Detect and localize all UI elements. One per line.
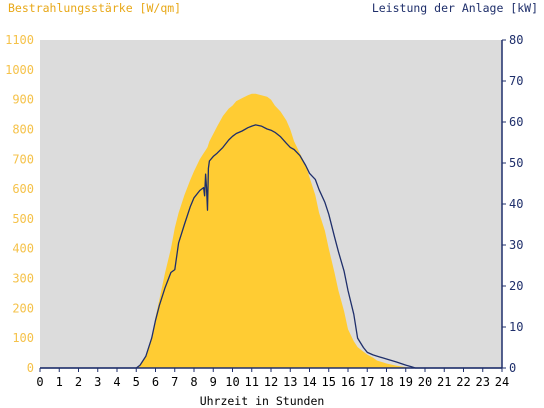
y-left-tick-label: 600 [12,182,34,196]
x-tick-label: 18 [379,375,393,389]
y-left-tick-label: 100 [12,331,34,345]
x-tick-label: 7 [171,375,178,389]
irradiance-area-series [40,93,502,368]
y-left-tick-label: 800 [12,122,34,136]
y-right-tick-label: 10 [509,320,523,334]
x-tick-label: 16 [341,375,355,389]
x-tick-label: 4 [113,375,120,389]
x-tick-label: 19 [399,375,413,389]
ticks-layer: 0100200300400500600700800900100011000102… [5,33,523,389]
right-axis-title: Leistung der Anlage [kW] [372,1,538,15]
series-layer [40,93,502,369]
x-tick-label: 5 [133,375,140,389]
x-tick-label: 17 [360,375,374,389]
y-left-tick-label: 0 [27,361,34,375]
y-right-tick-label: 40 [509,197,523,211]
y-right-tick-label: 60 [509,115,523,129]
x-tick-label: 12 [264,375,278,389]
x-tick-label: 13 [283,375,297,389]
x-tick-label: 20 [418,375,432,389]
x-tick-label: 24 [495,375,509,389]
y-left-tick-label: 1000 [5,63,34,77]
x-tick-label: 1 [56,375,63,389]
x-tick-label: 21 [437,375,451,389]
y-right-tick-label: 30 [509,238,523,252]
x-tick-label: 15 [322,375,336,389]
y-left-tick-label: 900 [12,93,34,107]
x-tick-label: 8 [190,375,197,389]
x-tick-label: 3 [94,375,101,389]
y-right-tick-label: 0 [509,361,516,375]
y-left-tick-label: 200 [12,301,34,315]
y-left-tick-label: 400 [12,242,34,256]
x-tick-label: 2 [75,375,82,389]
y-right-tick-label: 70 [509,74,523,88]
y-right-tick-label: 80 [509,33,523,47]
y-right-tick-label: 50 [509,156,523,170]
power-line-series [40,124,502,369]
x-tick-label: 10 [225,375,239,389]
x-tick-label: 23 [476,375,490,389]
y-left-tick-label: 300 [12,272,34,286]
x-tick-label: 11 [245,375,259,389]
x-tick-label: 14 [302,375,316,389]
y-left-tick-label: 1100 [5,33,34,47]
x-tick-label: 22 [456,375,470,389]
y-left-tick-label: 700 [12,152,34,166]
left-axis-title: Bestrahlungsstärke [W/qm] [8,1,181,15]
x-axis-label: Uhrzeit in Stunden [200,394,325,408]
y-left-tick-label: 500 [12,212,34,226]
x-tick-label: 9 [210,375,217,389]
x-tick-label: 6 [152,375,159,389]
y-right-tick-label: 20 [509,279,523,293]
x-tick-label: 0 [36,375,43,389]
